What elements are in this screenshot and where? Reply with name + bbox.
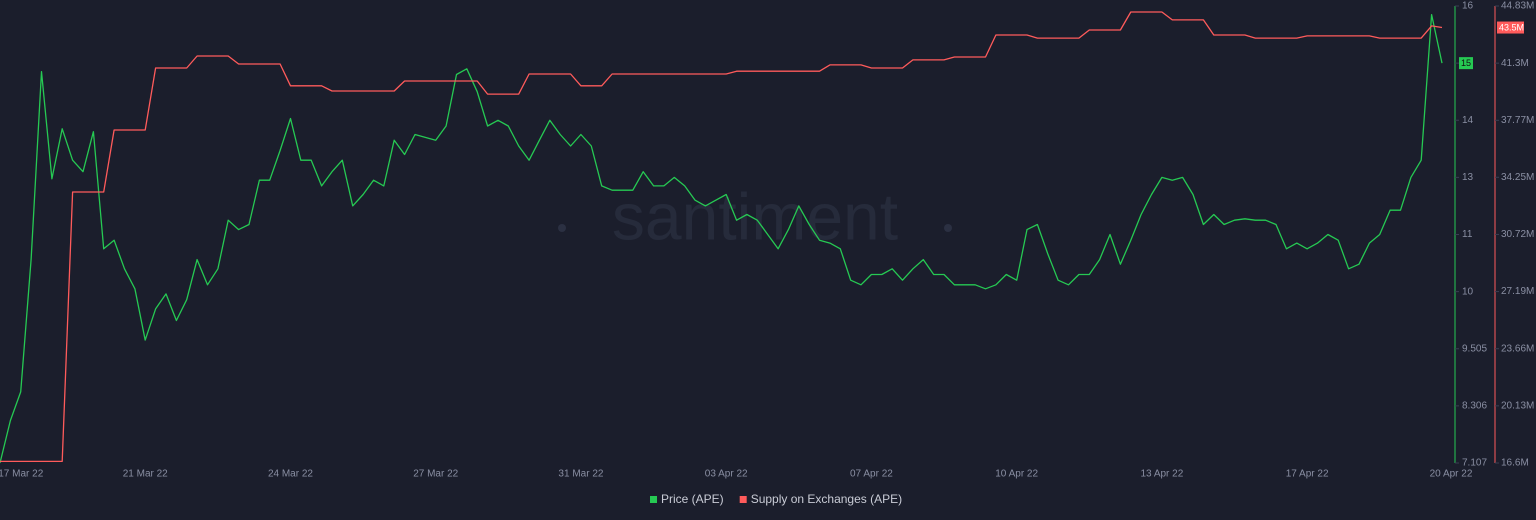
y-tick-label: 11 bbox=[1462, 229, 1473, 240]
y-tick-label: 14 bbox=[1462, 115, 1474, 126]
y2-tick-label: 16.6M bbox=[1501, 458, 1529, 469]
x-tick-label: 17 Mar 22 bbox=[0, 469, 44, 480]
y2-tick-label: 34.25M bbox=[1501, 172, 1534, 183]
x-tick-label: 13 Apr 22 bbox=[1140, 469, 1183, 480]
last-value-badge: 43.5M bbox=[1497, 21, 1524, 34]
y2-tick-label: 41.3M bbox=[1501, 58, 1529, 69]
badge-label: 15 bbox=[1461, 58, 1471, 68]
legend-label: Supply on Exchanges (APE) bbox=[751, 492, 902, 506]
y-tick-label: 8.306 bbox=[1462, 401, 1487, 412]
badge-bg bbox=[1497, 21, 1524, 34]
y-tick-label: 10 bbox=[1462, 286, 1474, 297]
y-tick-label: 7.107 bbox=[1462, 458, 1487, 469]
y-tick-label: 13 bbox=[1462, 172, 1474, 183]
x-tick-label: 07 Apr 22 bbox=[850, 469, 893, 480]
x-tick-label: 03 Apr 22 bbox=[705, 469, 748, 480]
x-tick-label: 10 Apr 22 bbox=[995, 469, 1038, 480]
watermark: santiment bbox=[558, 179, 952, 253]
y2-tick-label: 20.13M bbox=[1501, 400, 1534, 411]
badge-bg bbox=[1459, 57, 1473, 70]
watermark-dot bbox=[944, 224, 952, 232]
legend-label: Price (APE) bbox=[661, 492, 724, 506]
legend-swatch bbox=[739, 496, 747, 503]
x-tick-label: 20 Apr 22 bbox=[1430, 469, 1473, 480]
y2-tick-label: 37.77M bbox=[1501, 115, 1534, 126]
x-tick-label: 21 Mar 22 bbox=[123, 469, 168, 480]
y2-tick-label: 23.66M bbox=[1501, 343, 1534, 354]
y2-tick-label: 30.72M bbox=[1501, 229, 1534, 240]
y-tick-label: 16 bbox=[1462, 1, 1474, 12]
watermark-dot bbox=[558, 224, 566, 232]
x-tick-label: 24 Mar 22 bbox=[268, 469, 313, 480]
x-tick-label: 31 Mar 22 bbox=[558, 469, 603, 480]
series-line bbox=[0, 11, 1443, 463]
x-tick-label: 17 Apr 22 bbox=[1286, 469, 1329, 480]
last-value-badge: 15 bbox=[1459, 57, 1473, 70]
y2-tick-label: 27.19M bbox=[1501, 286, 1534, 297]
legend-swatch bbox=[650, 496, 657, 503]
watermark-text: santiment bbox=[612, 179, 898, 253]
x-tick-label: 27 Mar 22 bbox=[413, 469, 458, 480]
badge-label: 43.5M bbox=[1499, 22, 1524, 32]
series-line bbox=[0, 13, 1443, 464]
y2-tick-label: 44.83M bbox=[1501, 1, 1534, 12]
y-tick-label: 9.505 bbox=[1462, 343, 1487, 354]
